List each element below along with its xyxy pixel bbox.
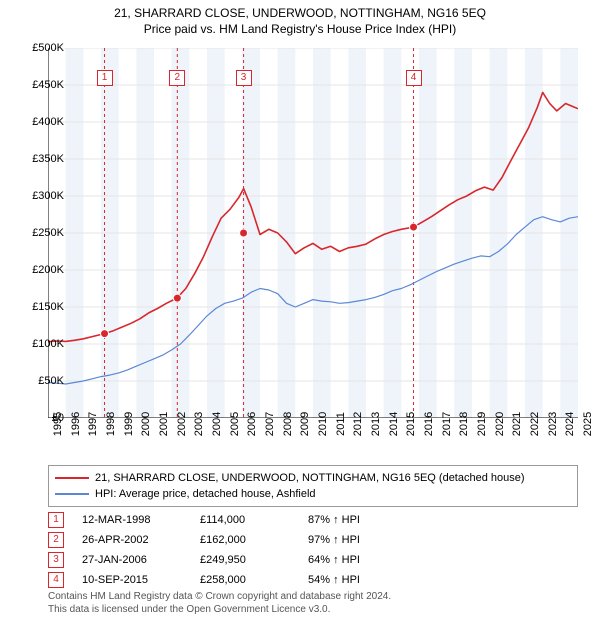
transaction-date: 26-APR-2002	[82, 534, 182, 546]
y-tick-label: £300K	[32, 190, 64, 202]
title-address: 21, SHARRARD CLOSE, UNDERWOOD, NOTTINGHA…	[0, 6, 600, 20]
x-tick-label: 2015	[405, 412, 417, 436]
x-tick-label: 2011	[335, 412, 347, 436]
transaction-price: £162,000	[200, 534, 290, 546]
chart-area	[48, 48, 578, 418]
title-subtitle: Price paid vs. HM Land Registry's House …	[0, 22, 600, 36]
transaction-date: 10-SEP-2015	[82, 574, 182, 586]
y-tick-label: £350K	[32, 153, 64, 165]
transaction-price: £258,000	[200, 574, 290, 586]
x-tick-label: 2016	[423, 412, 435, 436]
x-tick-label: 2025	[582, 412, 594, 436]
table-row: 4 10-SEP-2015 £258,000 54% ↑ HPI	[48, 570, 578, 590]
x-tick-label: 2017	[441, 412, 453, 436]
x-tick-label: 2002	[176, 412, 188, 436]
y-tick-label: £150K	[32, 301, 64, 313]
x-tick-label: 2009	[299, 412, 311, 436]
transaction-pct: 54% ↑ HPI	[308, 574, 398, 586]
x-tick-label: 2023	[547, 412, 559, 436]
x-tick-label: 2018	[458, 412, 470, 436]
x-tick-label: 1999	[123, 412, 135, 436]
footer-attribution: Contains HM Land Registry data © Crown c…	[48, 590, 578, 616]
y-tick-label: £400K	[32, 116, 64, 128]
x-tick-label: 1996	[70, 412, 82, 436]
transaction-number-box: 4	[48, 572, 64, 588]
legend-row-price-paid: 21, SHARRARD CLOSE, UNDERWOOD, NOTTINGHA…	[55, 470, 571, 486]
legend-swatch	[55, 477, 89, 479]
x-tick-label: 2020	[494, 412, 506, 436]
footer-line: Contains HM Land Registry data © Crown c…	[48, 590, 578, 603]
legend-label: HPI: Average price, detached house, Ashf…	[95, 486, 316, 502]
y-tick-label: £450K	[32, 79, 64, 91]
chart-container: 21, SHARRARD CLOSE, UNDERWOOD, NOTTINGHA…	[0, 0, 600, 620]
x-tick-label: 2008	[282, 412, 294, 436]
y-tick-label: £50K	[38, 375, 64, 387]
x-tick-label: 2005	[229, 412, 241, 436]
legend-label: 21, SHARRARD CLOSE, UNDERWOOD, NOTTINGHA…	[95, 470, 525, 486]
x-tick-label: 2024	[564, 412, 576, 436]
y-tick-label: £100K	[32, 338, 64, 350]
table-row: 3 27-JAN-2006 £249,950 64% ↑ HPI	[48, 550, 578, 570]
transaction-price: £249,950	[200, 554, 290, 566]
transaction-pct: 64% ↑ HPI	[308, 554, 398, 566]
transaction-price: £114,000	[200, 514, 290, 526]
transaction-number-box: 1	[48, 512, 64, 528]
x-tick-label: 2001	[158, 412, 170, 436]
y-tick-label: £200K	[32, 264, 64, 276]
y-tick-label: £250K	[32, 227, 64, 239]
x-tick-label: 1995	[52, 412, 64, 436]
x-tick-label: 2012	[352, 412, 364, 436]
table-row: 1 12-MAR-1998 £114,000 87% ↑ HPI	[48, 510, 578, 530]
y-tick-label: £500K	[32, 42, 64, 54]
legend: 21, SHARRARD CLOSE, UNDERWOOD, NOTTINGHA…	[48, 465, 578, 507]
transaction-number-box: 3	[48, 552, 64, 568]
legend-swatch	[55, 493, 89, 495]
transactions-table: 1 12-MAR-1998 £114,000 87% ↑ HPI 2 26-AP…	[48, 510, 578, 590]
x-tick-label: 2019	[476, 412, 488, 436]
x-tick-label: 1997	[87, 412, 99, 436]
x-tick-label: 1998	[105, 412, 117, 436]
x-tick-label: 2014	[388, 412, 400, 436]
x-tick-label: 2006	[246, 412, 258, 436]
legend-row-hpi: HPI: Average price, detached house, Ashf…	[55, 486, 571, 502]
title-block: 21, SHARRARD CLOSE, UNDERWOOD, NOTTINGHA…	[0, 0, 600, 36]
x-tick-label: 2000	[140, 412, 152, 436]
transaction-date: 27-JAN-2006	[82, 554, 182, 566]
x-tick-label: 2007	[264, 412, 276, 436]
table-row: 2 26-APR-2002 £162,000 97% ↑ HPI	[48, 530, 578, 550]
x-tick-label: 2013	[370, 412, 382, 436]
footer-line: This data is licensed under the Open Gov…	[48, 603, 578, 616]
transaction-number-box: 2	[48, 532, 64, 548]
x-tick-label: 2010	[317, 412, 329, 436]
chart-svg	[48, 48, 578, 418]
x-tick-label: 2003	[193, 412, 205, 436]
x-tick-label: 2022	[529, 412, 541, 436]
x-tick-label: 2021	[511, 412, 523, 436]
chart-marker-number: 2	[169, 70, 185, 86]
chart-marker-number: 3	[236, 70, 252, 86]
transaction-pct: 87% ↑ HPI	[308, 514, 398, 526]
transaction-pct: 97% ↑ HPI	[308, 534, 398, 546]
chart-marker-number: 1	[97, 70, 113, 86]
x-tick-label: 2004	[211, 412, 223, 436]
transaction-date: 12-MAR-1998	[82, 514, 182, 526]
chart-marker-number: 4	[406, 70, 422, 86]
